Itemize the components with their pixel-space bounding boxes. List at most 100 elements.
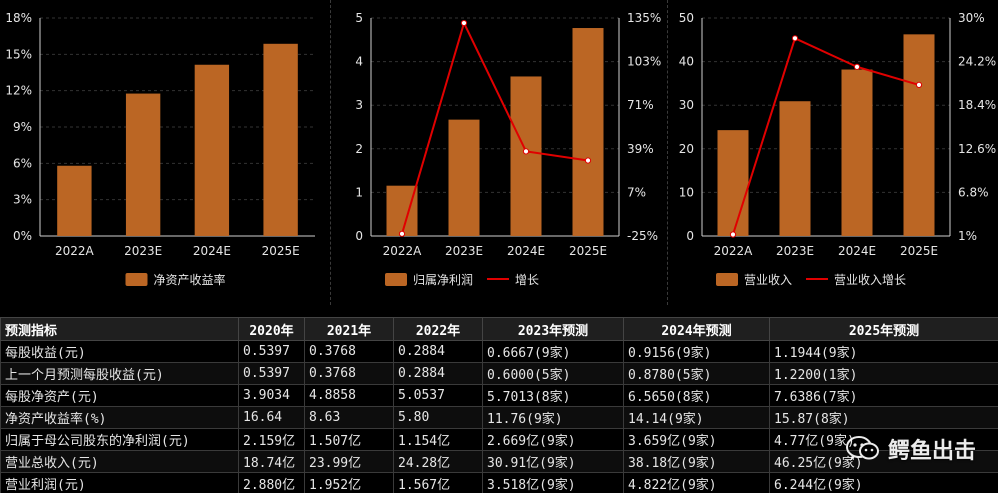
growth-point [729,231,737,238]
y-tick-label: 0 [355,229,363,243]
table-cell: 5.0537 [393,384,483,407]
y-tick-label: 4 [355,55,363,69]
growth-point [522,148,530,155]
roe-chart: 0% 3% 6% 9% 12% 15% 18% 2022A 2023E 2024E 2025E 净资产… [5,11,315,287]
net-profit-chart: 0 1 2 3 4 5 -25% 7% 39% 71% 103% 135% 2022A 2023E 2024… [355,11,661,287]
legend-swatch [385,273,407,286]
bar [572,28,604,236]
table-cell: 0.9156(9家) [623,340,770,363]
y-tick-label: 6% [13,156,32,170]
x-tick-label: 2025E [569,244,607,258]
table-cell: 11.76(9家) [482,406,624,429]
table-cell: 2.669亿(9家) [482,428,624,451]
y-tick-label: 3% [13,193,32,207]
legend-swatch [125,273,148,286]
table-cell: 4.77亿(9家) [769,428,998,451]
table-cell: 6.244亿(9家) [769,472,998,493]
chart-divider [330,0,331,305]
forecast-table: 预测指标 2020年 2021年 2022年 2023年预测 2024年预测 2… [0,317,998,493]
table-cell: 0.3768 [304,362,394,385]
x-tick-label: 2024E [838,244,876,258]
table-cell: 1.567亿 [393,472,483,493]
y2-tick-label: 6.8% [958,185,989,199]
x-tick-label: 2022A [714,244,754,258]
y2-tick-label: 1% [958,229,977,243]
bar [263,43,298,237]
table-cell: 1.2200(1家) [769,362,998,385]
bar [510,76,542,237]
bar [386,185,418,236]
table-cell: 8.63 [304,406,394,429]
table-cell: 上一个月预测每股收益(元) [0,362,239,385]
table-cell: 38.18亿(9家) [623,450,770,473]
x-tick-label: 2025E [262,244,300,258]
growth-line [401,20,589,235]
bar [841,69,873,236]
table-cell: 23.99亿 [304,450,394,473]
growth-point [398,230,406,237]
legend-label: 营业收入 [744,273,792,287]
table-cell: 16.64 [238,406,305,429]
table-cell: 1.1944(9家) [769,340,998,363]
table-row: 营业总收入(元) 18.74亿 23.99亿 24.28亿 30.91亿(9家)… [0,450,998,473]
y2-tick-label: 24.2% [958,55,996,69]
header-2025-forecast: 2025年预测 [769,317,998,341]
table-cell: 1.507亿 [304,428,394,451]
table-cell: 0.2884 [393,362,483,385]
table-cell: 30.91亿(9家) [482,450,624,473]
table-row: 营业利润(元) 2.880亿 1.952亿 1.567亿 3.518亿(9家) … [0,472,998,493]
y2-tick-label: 18.4% [958,98,996,112]
y-tick-label: 12% [5,84,32,98]
watermark-text: 鳄鱼出击 [887,439,976,464]
x-tick-label: 2023E [124,244,162,258]
growth-point [791,35,799,42]
table-cell: 4.822亿(9家) [623,472,770,493]
legend-label: 归属净利润 [413,273,473,287]
table-cell: 0.5397 [238,362,305,385]
table-row: 归属于母公司股东的净利润(元) 2.159亿 1.507亿 1.154亿 2.6… [0,428,998,451]
y2-tick-label: 30% [958,11,985,25]
table-row: 每股净资产(元) 3.9034 4.8858 5.0537 5.7013(8家)… [0,384,998,407]
table-cell: 3.9034 [238,384,305,407]
bar [57,165,92,236]
x-tick-label: 2024E [193,244,231,258]
x-tick-label: 2025E [900,244,938,258]
header-2023-forecast: 2023年预测 [482,317,624,341]
table-cell: 归属于母公司股东的净利润(元) [0,428,239,451]
table-cell: 0.2884 [393,340,483,363]
table-cell: 5.7013(8家) [482,384,624,407]
x-tick-label: 2022A [55,244,95,258]
legend-swatch [716,273,738,286]
y-tick-label: 2 [355,142,363,156]
y-tick-label: 30 [679,98,694,112]
table-cell: 2.159亿 [238,428,305,451]
y-tick-label: 0 [686,229,694,243]
table-cell: 18.74亿 [238,450,305,473]
y-tick-label: 10 [679,185,694,199]
y2-tick-label: -25% [627,229,658,243]
table-cell: 每股收益(元) [0,340,239,363]
table-row: 上一个月预测每股收益(元) 0.5397 0.3768 0.2884 0.600… [0,362,998,385]
bar [448,119,480,236]
growth-point [584,157,592,164]
y-tick-label: 3 [355,98,363,112]
table-header-row: 预测指标 2020年 2021年 2022年 2023年预测 2024年预测 2… [0,317,998,341]
header-2020: 2020年 [238,317,305,341]
table-cell: 24.28亿 [393,450,483,473]
legend-label: 营业收入增长 [834,273,906,287]
table-cell: 2.880亿 [238,472,305,493]
table-cell: 1.952亿 [304,472,394,493]
y2-tick-label: 135% [627,11,661,25]
growth-point [915,81,923,89]
y-tick-label: 0% [13,229,32,243]
y-tick-label: 50 [679,11,694,25]
table-cell: 0.3768 [304,340,394,363]
y-tick-label: 9% [13,120,32,134]
table-cell: 6.5650(8家) [623,384,770,407]
growth-point [853,63,861,70]
bar [903,34,935,236]
table-cell: 营业利润(元) [0,472,239,493]
watermark: 鳄鱼出击 [845,433,976,465]
x-tick-label: 2024E [507,244,545,258]
header-2022: 2022年 [393,317,483,341]
